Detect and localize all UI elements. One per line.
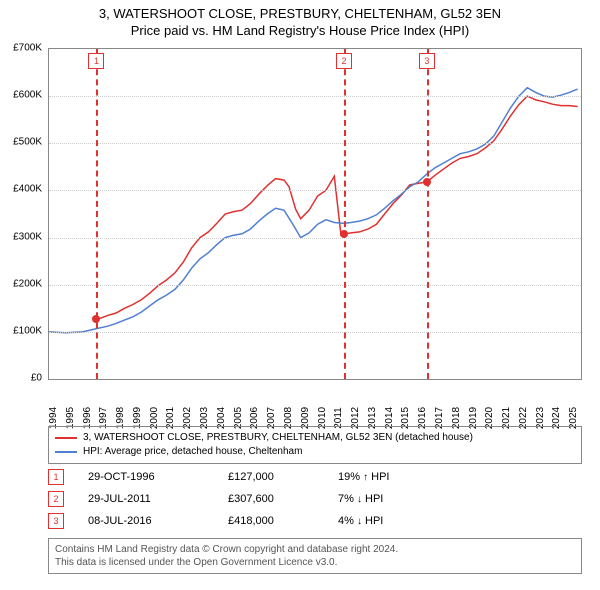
grid-line <box>49 238 581 239</box>
footer-line-1: Contains HM Land Registry data © Crown c… <box>55 543 575 556</box>
sale-marker-line <box>427 49 429 379</box>
chart-series-svg <box>49 49 581 379</box>
sales-table: 1 29-OCT-1996£127,00019% ↑ HPI 2 29-JUL-201… <box>48 466 582 532</box>
grid-line <box>49 143 581 144</box>
title-line-2: Price paid vs. HM Land Registry's House … <box>0 23 600 38</box>
sale-row: 1 29-OCT-1996£127,00019% ↑ HPI <box>48 466 582 488</box>
sale-marker-line <box>96 49 98 379</box>
sale-delta: 4% ↓ HPI <box>338 515 458 527</box>
legend-label: HPI: Average price, detached house, Chel… <box>83 445 302 459</box>
sale-dot <box>423 178 431 186</box>
y-tick-label: £0 <box>31 373 42 384</box>
sale-date: 29-JUL-2011 <box>88 493 228 505</box>
sale-number-box: 3 <box>48 513 64 529</box>
grid-line <box>49 190 581 191</box>
sale-row: 2 29-JUL-2011£307,6007% ↓ HPI <box>48 488 582 510</box>
series-hpi <box>49 88 578 333</box>
grid-line <box>49 285 581 286</box>
sale-delta: 7% ↓ HPI <box>338 493 458 505</box>
sale-date: 29-OCT-1996 <box>88 471 228 483</box>
legend-item: 3, WATERSHOOT CLOSE, PRESTBURY, CHELTENH… <box>55 431 575 445</box>
chart-plot-area: 1 2 3 <box>48 48 582 380</box>
sale-number-box: 1 <box>48 469 64 485</box>
sale-dot <box>92 315 100 323</box>
chart-titles: 3, WATERSHOOT CLOSE, PRESTBURY, CHELTENH… <box>0 0 600 38</box>
sale-row: 3 08-JUL-2016£418,0004% ↓ HPI <box>48 510 582 532</box>
legend-swatch <box>55 451 77 453</box>
title-line-1: 3, WATERSHOOT CLOSE, PRESTBURY, CHELTENH… <box>0 6 600 21</box>
y-tick-label: £600K <box>13 90 42 101</box>
grid-line <box>49 332 581 333</box>
y-tick-label: £300K <box>13 231 42 242</box>
sale-marker-box: 3 <box>419 53 435 69</box>
y-tick-label: £700K <box>13 43 42 54</box>
y-axis-labels: £0£100K£200K£300K£400K£500K£600K£700K <box>0 48 44 380</box>
sale-dot <box>340 230 348 238</box>
sale-price: £127,000 <box>228 471 338 483</box>
legend-swatch <box>55 437 77 439</box>
sale-price: £307,600 <box>228 493 338 505</box>
legend-label: 3, WATERSHOOT CLOSE, PRESTBURY, CHELTENH… <box>83 431 473 445</box>
y-tick-label: £400K <box>13 184 42 195</box>
sale-price: £418,000 <box>228 515 338 527</box>
legend: 3, WATERSHOOT CLOSE, PRESTBURY, CHELTENH… <box>48 426 582 464</box>
sale-delta: 19% ↑ HPI <box>338 471 458 483</box>
sale-marker-box: 1 <box>88 53 104 69</box>
footer-line-2: This data is licensed under the Open Gov… <box>55 556 575 569</box>
sale-date: 08-JUL-2016 <box>88 515 228 527</box>
sale-number-box: 2 <box>48 491 64 507</box>
legend-item: HPI: Average price, detached house, Chel… <box>55 445 575 459</box>
footer-attribution: Contains HM Land Registry data © Crown c… <box>48 538 582 574</box>
y-tick-label: £500K <box>13 137 42 148</box>
y-tick-label: £100K <box>13 325 42 336</box>
sale-marker-box: 2 <box>336 53 352 69</box>
x-axis-labels: 1994199519961997199819992000200120022003… <box>48 386 582 422</box>
y-tick-label: £200K <box>13 278 42 289</box>
grid-line <box>49 96 581 97</box>
sale-marker-line <box>344 49 346 379</box>
